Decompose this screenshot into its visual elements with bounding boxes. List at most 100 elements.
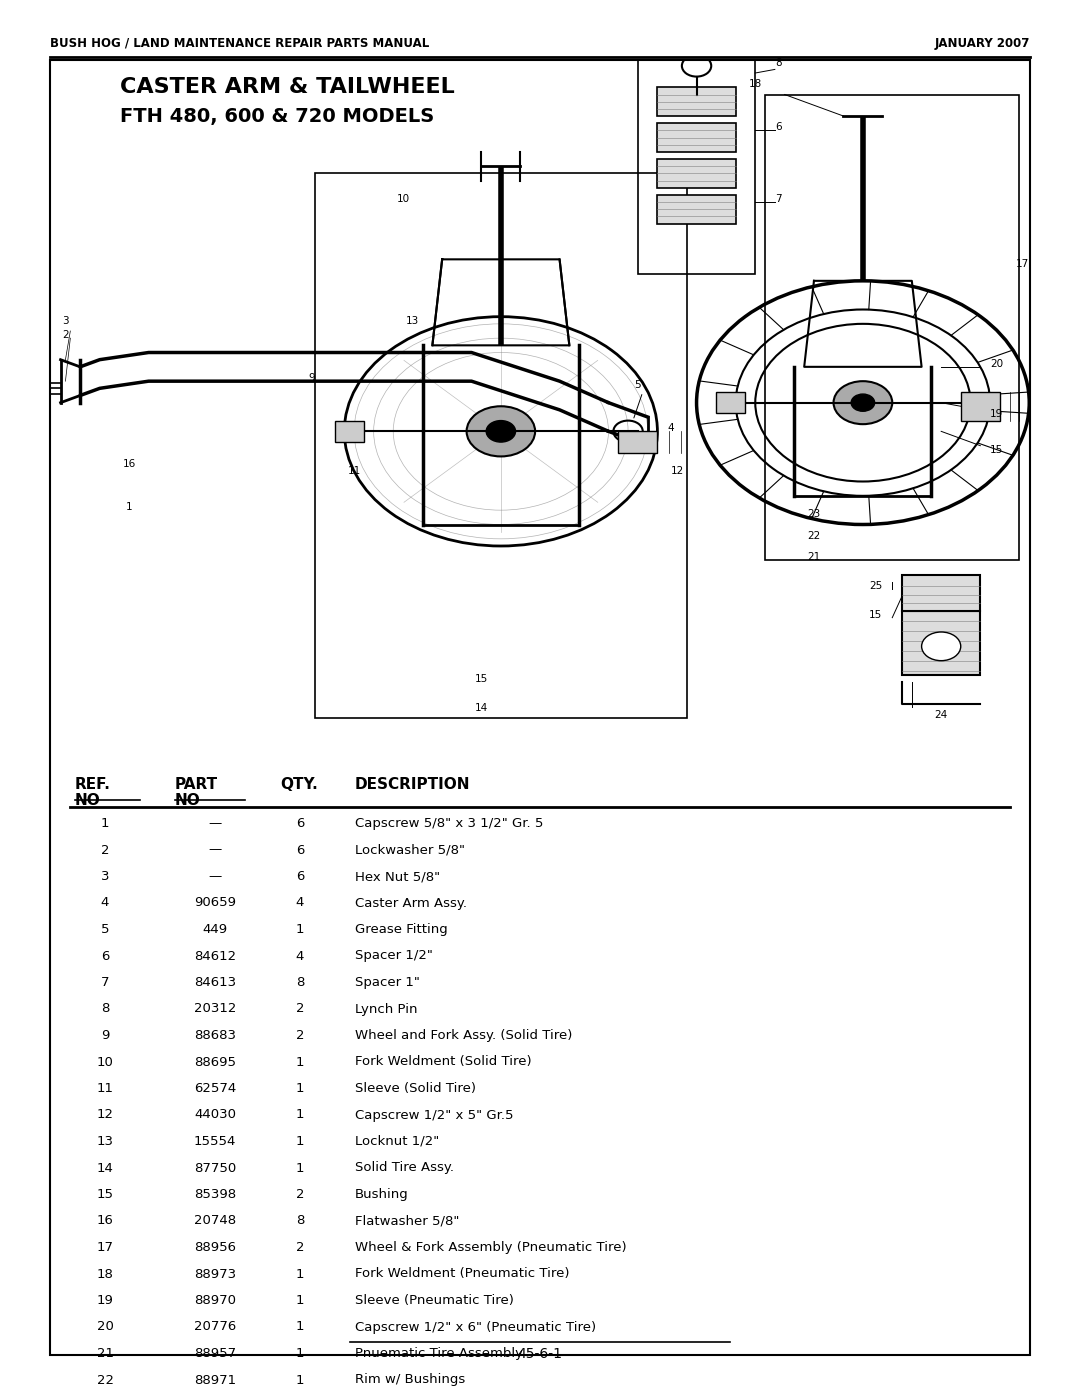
Text: 13: 13 [406, 316, 419, 326]
Text: 3: 3 [100, 870, 109, 883]
Text: FTH 480, 600 & 720 MODELS: FTH 480, 600 & 720 MODELS [120, 108, 434, 126]
Text: 21: 21 [96, 1347, 113, 1361]
Text: DESCRIPTION: DESCRIPTION [355, 777, 471, 792]
Text: 4: 4 [100, 897, 109, 909]
Text: 20: 20 [990, 359, 1003, 369]
Text: 20776: 20776 [194, 1320, 237, 1334]
Text: 16: 16 [122, 460, 136, 469]
Text: 10: 10 [396, 194, 409, 204]
Text: 12: 12 [96, 1108, 113, 1122]
Text: Sleeve (Pneumatic Tire): Sleeve (Pneumatic Tire) [355, 1294, 514, 1308]
Text: 13: 13 [96, 1134, 113, 1148]
Text: 6: 6 [100, 950, 109, 963]
Text: 2: 2 [296, 1003, 305, 1016]
Text: Bushing: Bushing [355, 1187, 408, 1201]
Text: 62574: 62574 [194, 1083, 237, 1095]
Text: 21: 21 [808, 552, 821, 563]
Text: 4: 4 [667, 423, 674, 433]
Circle shape [921, 631, 961, 661]
Text: 9: 9 [308, 373, 315, 383]
Text: Lockwasher 5/8": Lockwasher 5/8" [355, 844, 465, 856]
Text: JANUARY 2007: JANUARY 2007 [934, 36, 1030, 50]
Text: Grease Fitting: Grease Fitting [355, 923, 448, 936]
Text: Locknut 1/2": Locknut 1/2" [355, 1134, 440, 1148]
Text: 2: 2 [296, 1030, 305, 1042]
Text: 15: 15 [475, 675, 488, 685]
Text: 6: 6 [296, 844, 305, 856]
Text: 2: 2 [100, 844, 109, 856]
Text: 1: 1 [296, 1108, 305, 1122]
Text: Pnuematic Tire Assembly: Pnuematic Tire Assembly [355, 1347, 523, 1361]
Bar [658, 159, 735, 187]
Text: 12: 12 [671, 467, 684, 476]
Text: 17: 17 [96, 1241, 113, 1255]
Text: 20748: 20748 [194, 1214, 237, 1228]
Text: 15: 15 [990, 444, 1003, 455]
Text: 2: 2 [296, 1187, 305, 1201]
Text: 1: 1 [296, 1294, 305, 1308]
Text: 1: 1 [296, 923, 305, 936]
Bar [658, 194, 735, 224]
Text: 2: 2 [63, 330, 69, 341]
Text: 6: 6 [774, 123, 782, 133]
Text: 88971: 88971 [194, 1373, 237, 1386]
Text: CASTER ARM & TAILWHEEL: CASTER ARM & TAILWHEEL [120, 77, 455, 96]
Bar [765, 95, 1020, 560]
Text: 8: 8 [296, 977, 305, 989]
Bar [315, 173, 687, 718]
Text: 88973: 88973 [194, 1267, 237, 1281]
Text: Solid Tire Assy.: Solid Tire Assy. [355, 1161, 454, 1175]
Bar [335, 420, 364, 441]
Text: 8: 8 [774, 57, 782, 68]
Text: 1: 1 [296, 1161, 305, 1175]
Circle shape [467, 407, 535, 457]
Text: 3: 3 [63, 316, 69, 326]
Bar [902, 574, 981, 610]
Text: 84613: 84613 [194, 977, 237, 989]
Text: 19: 19 [96, 1294, 113, 1308]
Text: 4: 4 [296, 897, 305, 909]
Text: 88970: 88970 [194, 1294, 237, 1308]
Text: PART
NO: PART NO [175, 777, 218, 809]
Bar [638, 59, 755, 274]
Text: Capscrew 1/2" x 5" Gr.5: Capscrew 1/2" x 5" Gr.5 [355, 1108, 513, 1122]
Text: 15: 15 [96, 1187, 113, 1201]
Text: 1: 1 [296, 1373, 305, 1386]
Text: 22: 22 [808, 531, 821, 541]
Text: 1: 1 [100, 817, 109, 830]
Text: 10: 10 [96, 1056, 113, 1069]
Text: 88683: 88683 [194, 1030, 237, 1042]
Text: 1: 1 [296, 1056, 305, 1069]
Text: 88957: 88957 [194, 1347, 237, 1361]
Text: Wheel and Fork Assy. (Solid Tire): Wheel and Fork Assy. (Solid Tire) [355, 1030, 572, 1042]
Text: 87750: 87750 [194, 1161, 237, 1175]
Text: 1: 1 [296, 1083, 305, 1095]
Text: 5: 5 [635, 380, 642, 390]
Text: Fork Weldment (Pneumatic Tire): Fork Weldment (Pneumatic Tire) [355, 1267, 569, 1281]
Text: Hex Nut 5/8": Hex Nut 5/8" [355, 870, 441, 883]
Circle shape [851, 394, 875, 411]
Text: —: — [208, 870, 221, 883]
Text: 7: 7 [100, 977, 109, 989]
Text: Sleeve (Solid Tire): Sleeve (Solid Tire) [355, 1083, 476, 1095]
Text: 84612: 84612 [194, 950, 237, 963]
Text: 20: 20 [96, 1320, 113, 1334]
Text: BUSH HOG / LAND MAINTENANCE REPAIR PARTS MANUAL: BUSH HOG / LAND MAINTENANCE REPAIR PARTS… [50, 36, 429, 50]
Text: 45-6-1: 45-6-1 [517, 1347, 563, 1361]
Text: 15: 15 [869, 609, 882, 620]
Text: 1: 1 [296, 1347, 305, 1361]
Text: 8: 8 [100, 1003, 109, 1016]
Text: 24: 24 [934, 710, 948, 719]
Text: 25: 25 [869, 581, 882, 591]
Text: 17: 17 [1016, 258, 1029, 268]
Bar [961, 393, 1000, 420]
Text: —: — [208, 844, 221, 856]
Bar [618, 432, 658, 453]
Text: 9: 9 [100, 1030, 109, 1042]
Text: 6: 6 [296, 817, 305, 830]
Text: 85398: 85398 [194, 1187, 237, 1201]
Text: 1: 1 [296, 1267, 305, 1281]
Circle shape [834, 381, 892, 425]
Text: 15554: 15554 [193, 1134, 237, 1148]
Text: Capscrew 1/2" x 6" (Pneumatic Tire): Capscrew 1/2" x 6" (Pneumatic Tire) [355, 1320, 596, 1334]
